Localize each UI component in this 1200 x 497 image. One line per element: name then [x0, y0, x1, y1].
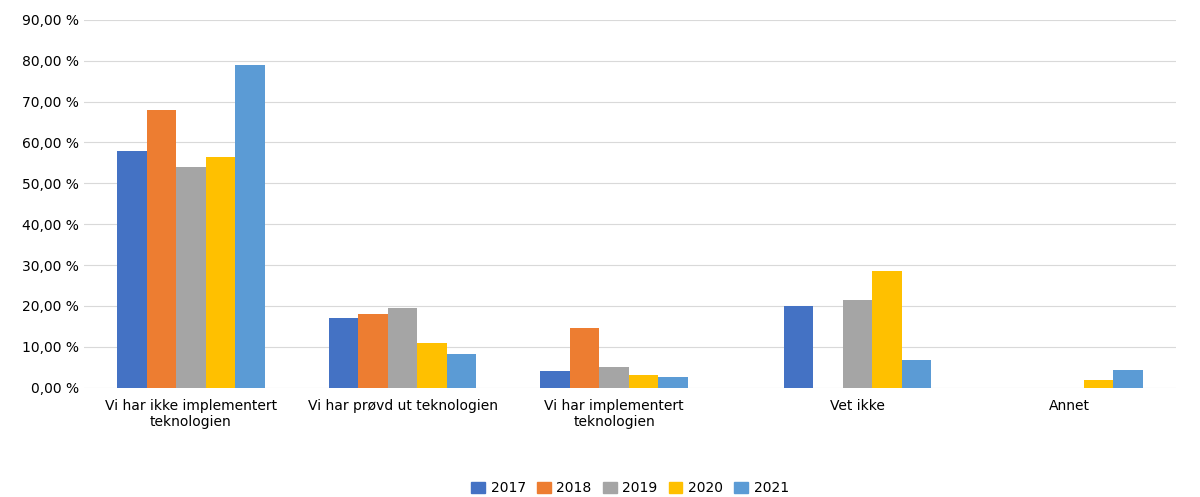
Bar — [872, 271, 902, 388]
Bar — [540, 371, 570, 388]
Bar — [388, 308, 418, 388]
Legend: 2017, 2018, 2019, 2020, 2021: 2017, 2018, 2019, 2020, 2021 — [466, 476, 794, 497]
Bar — [842, 300, 872, 388]
Bar — [146, 110, 176, 388]
Bar — [358, 314, 388, 388]
Bar — [235, 65, 265, 388]
Bar — [1114, 370, 1144, 388]
Bar — [902, 360, 931, 388]
Bar — [570, 329, 599, 388]
Bar — [329, 318, 358, 388]
Bar — [629, 375, 659, 388]
Bar — [176, 167, 205, 388]
Bar — [116, 151, 146, 388]
Bar — [784, 306, 814, 388]
Bar — [205, 157, 235, 388]
Bar — [446, 354, 476, 388]
Bar — [659, 377, 688, 388]
Bar — [1084, 380, 1114, 388]
Bar — [599, 367, 629, 388]
Bar — [418, 343, 446, 388]
